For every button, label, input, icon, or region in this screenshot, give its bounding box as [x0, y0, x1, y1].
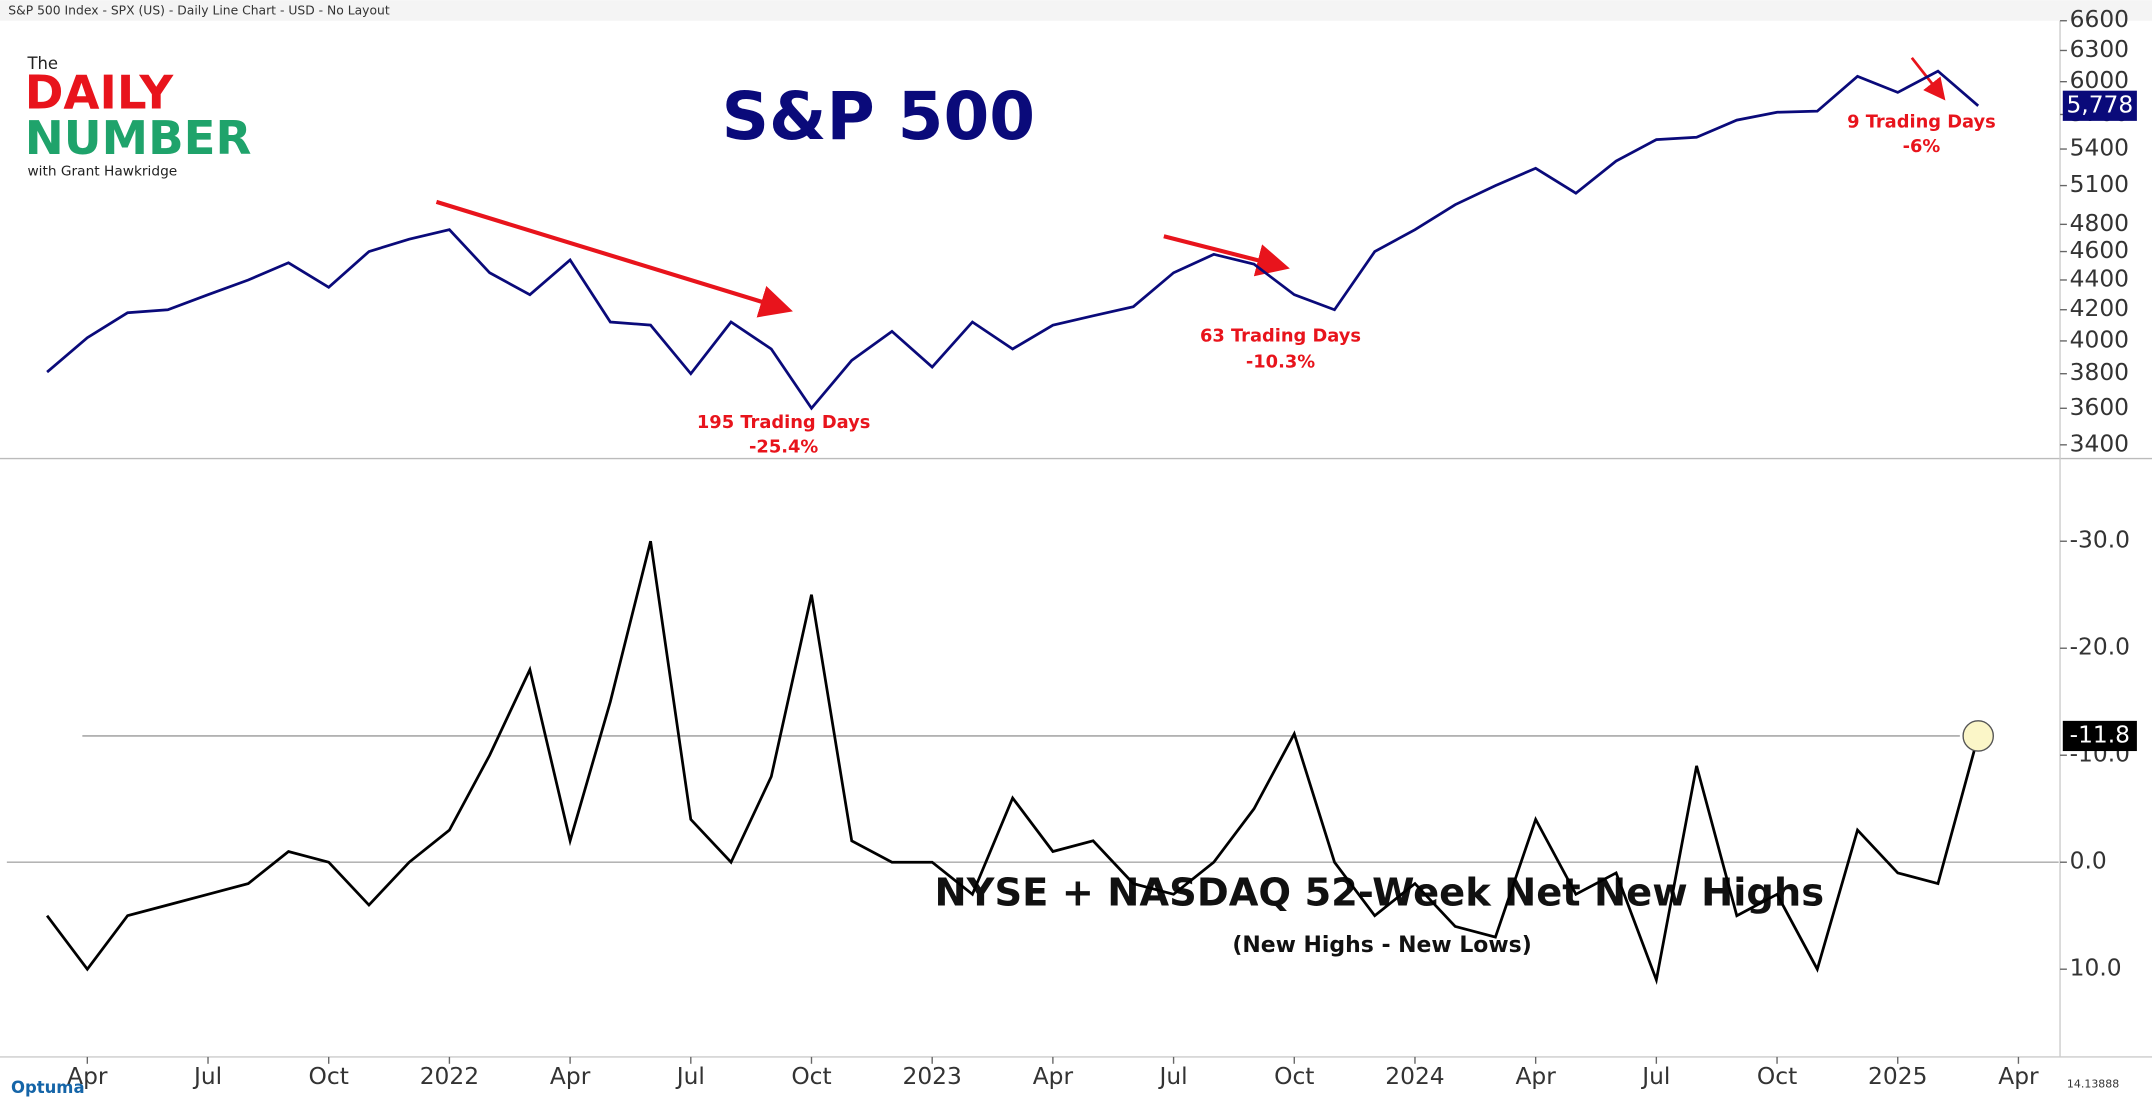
x-tick-label: Apr — [1033, 1062, 1074, 1090]
annotation: -10.3% — [1246, 351, 1315, 372]
x-tick-label: Jul — [192, 1062, 222, 1090]
last-value-box — [2062, 720, 2137, 752]
x-tick-label: Jul — [1158, 1062, 1188, 1090]
x-tick-label: Apr — [1998, 1062, 2039, 1090]
header-bar — [0, 0, 2152, 21]
x-tick-label: 2023 — [903, 1062, 962, 1090]
annotation: -6% — [1903, 136, 1941, 157]
last-value-box — [2062, 90, 2137, 121]
x-tick-label: Oct — [1757, 1062, 1797, 1090]
arrow — [435, 199, 793, 318]
highlight — [1962, 720, 1994, 752]
y-tick-label: 3400 — [2070, 429, 2129, 457]
logo-byline: with Grant Hawkridge — [27, 164, 177, 180]
x-tick-label: Oct — [309, 1062, 349, 1090]
x-tick-label: Oct — [1274, 1062, 1314, 1090]
x-tick-label: Jul — [1640, 1062, 1670, 1090]
y-tick-label: 4600 — [2070, 236, 2129, 264]
x-tick-label: Apr — [550, 1062, 591, 1090]
y-tick-label: 5100 — [2070, 170, 2129, 198]
x-tick-label: Apr — [1515, 1062, 1556, 1090]
line — [45, 540, 1980, 985]
y-tick-label: 6000 — [2070, 66, 2129, 94]
brand-box — [2, 1078, 91, 1099]
y-tick-label: 3800 — [2070, 358, 2129, 386]
arrow — [1163, 234, 1290, 277]
scale-label: 14.13888 — [2067, 1077, 2119, 1090]
y-tick-label: 6600 — [2070, 5, 2129, 33]
chart-subtitle: (New Highs - New Lows) — [1232, 933, 1531, 958]
y-tick-label: 0.0 — [2070, 847, 2107, 875]
x-tick-label: Oct — [791, 1062, 831, 1090]
logo-line1: DAILY — [25, 67, 175, 121]
x-tick-label: Apr — [67, 1062, 108, 1090]
chart-title: S&P 500 — [722, 78, 1036, 155]
x-tick-label: 2022 — [420, 1062, 479, 1090]
y-tick-label: 4400 — [2070, 264, 2129, 292]
y-tick-label: 5400 — [2070, 134, 2129, 162]
annotation: 63 Trading Days — [1200, 325, 1361, 346]
y-tick-label: 4200 — [2070, 294, 2129, 322]
y-tick-label: 4000 — [2070, 325, 2129, 353]
x-tick-label: 2024 — [1385, 1062, 1444, 1090]
chart-title: NYSE + NASDAQ 52-Week Net New Highs — [935, 870, 1825, 915]
y-tick-label: -20.0 — [2070, 633, 2130, 661]
y-tick-label: 10.0 — [2070, 954, 2122, 982]
annotation: 9 Trading Days — [1847, 111, 1996, 132]
y-tick-label: -30.0 — [2070, 526, 2130, 554]
annotation: -25.4% — [749, 437, 818, 458]
header: S&P 500 Index - SPX (US) - Daily Line Ch… — [8, 4, 390, 18]
y-tick-label: 4800 — [2070, 209, 2129, 237]
annotation: 195 Trading Days — [697, 412, 871, 433]
logo-line2: NUMBER — [25, 112, 252, 166]
x-tick-label: 2025 — [1868, 1062, 1927, 1090]
y-tick-label: 6300 — [2070, 35, 2129, 63]
y-tick-label: 3600 — [2070, 393, 2129, 421]
logo-the: The — [26, 54, 58, 73]
last-value-label: -11.8 — [2070, 720, 2130, 748]
line — [46, 69, 1980, 411]
brand: Optuma — [11, 1078, 85, 1097]
x-tick-label: Jul — [675, 1062, 705, 1090]
last-value-label: 5,778 — [2066, 90, 2133, 118]
